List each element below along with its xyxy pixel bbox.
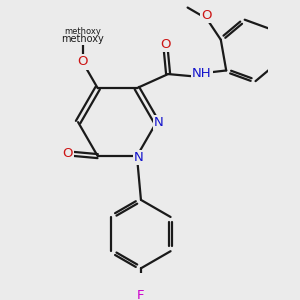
Text: O: O [202, 9, 212, 22]
Text: methoxy: methoxy [61, 34, 104, 44]
Text: O: O [160, 38, 171, 51]
Text: methoxy: methoxy [80, 27, 86, 28]
Text: N: N [154, 116, 164, 129]
Text: N: N [134, 151, 144, 164]
Text: NH: NH [192, 67, 212, 80]
Text: O: O [77, 56, 88, 68]
Text: F: F [137, 289, 145, 300]
Text: methoxy: methoxy [64, 27, 101, 36]
Text: O: O [63, 147, 73, 160]
